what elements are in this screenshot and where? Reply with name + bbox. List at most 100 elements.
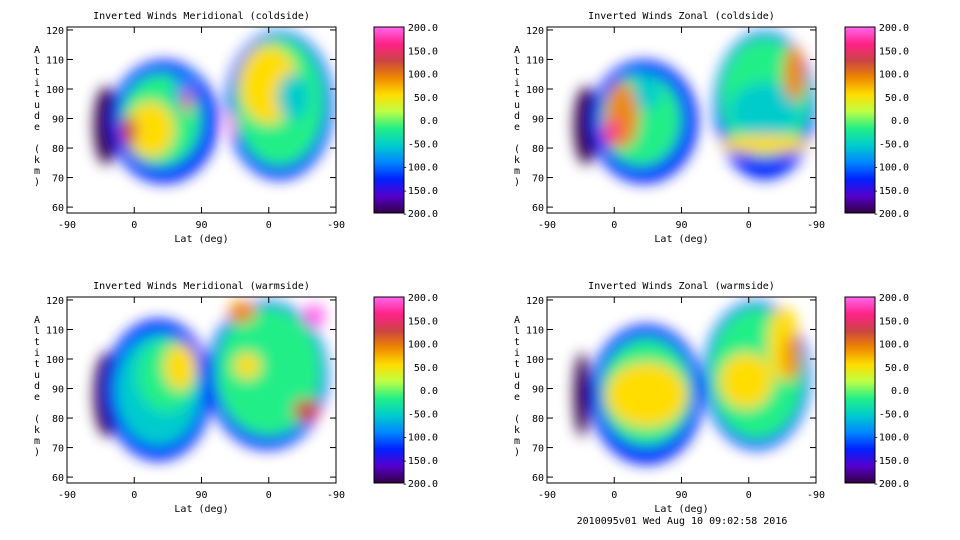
x-tick-label: -90	[538, 220, 556, 231]
colorbar-label: -50.0	[879, 409, 909, 420]
contour-region-9	[292, 399, 320, 422]
x-tick-label: 0	[611, 220, 617, 231]
contour-field	[93, 30, 334, 184]
colorbar-label: 0.0	[420, 386, 438, 397]
x-tick-label: 90	[195, 220, 207, 231]
y-tick-label: 110	[46, 325, 64, 336]
colorbar-label: -100.0	[402, 163, 438, 174]
colorbar-ramp	[373, 26, 405, 214]
panel-1: Inverted Winds Meridional (coldside) 60 70…	[34, 11, 438, 245]
contour-region-10	[228, 300, 256, 324]
colorbar: 200.0 150.0 100.0 50.0 0.0 -50.0 -100.0 -150.0 -…	[373, 293, 438, 490]
x-tick-label: -90	[58, 220, 76, 231]
x-tick-label: 90	[675, 490, 687, 501]
x-axis-label: Lat (deg)	[174, 234, 228, 245]
contour-region-4	[126, 101, 175, 158]
x-tick-label: 0	[746, 220, 752, 231]
colorbar-label: -200.0	[402, 479, 438, 490]
contour-field	[573, 30, 816, 184]
x-tick-label: 90	[195, 490, 207, 501]
contour-region-5	[163, 343, 197, 390]
y-tick-label: 110	[526, 325, 544, 336]
colorbar-label: -150.0	[402, 456, 438, 467]
y-tick-label: 60	[532, 473, 544, 484]
colorbar-label: 150.0	[879, 316, 909, 327]
y-tick-label: 80	[532, 144, 544, 155]
contour-region-10	[719, 134, 811, 154]
colorbar-label: -150.0	[873, 186, 909, 197]
colorbar-label: 200.0	[408, 23, 438, 34]
colorbar-label: -100.0	[402, 433, 438, 444]
x-tick-label: -90	[327, 220, 345, 231]
y-tick-label: 100	[526, 85, 544, 96]
x-tick-label: -90	[327, 490, 345, 501]
colorbar-label: 150.0	[879, 46, 909, 57]
y-tick-label: 80	[52, 414, 64, 425]
x-tick-label: -90	[538, 490, 556, 501]
y-tick-label: 90	[52, 115, 64, 126]
x-tick-label: 90	[675, 220, 687, 231]
contour-region-11	[303, 304, 326, 327]
contour-region-7	[182, 88, 191, 115]
colorbar-label: 200.0	[879, 23, 909, 34]
contour-region-11	[783, 45, 806, 102]
colorbar-ramp	[844, 26, 876, 214]
contour-field	[93, 300, 328, 461]
contour-region-8	[233, 352, 261, 379]
x-tick-label: 0	[746, 490, 752, 501]
y-tick-label: 120	[46, 296, 64, 307]
x-tick-label: -90	[807, 490, 825, 501]
colorbar: 200.0 150.0 100.0 50.0 0.0 -50.0 -100.0 -150.0 -…	[373, 23, 438, 220]
y-tick-label: 70	[532, 174, 544, 185]
colorbar-label: 50.0	[414, 93, 438, 104]
x-tick-label: 0	[131, 220, 137, 231]
colorbar-label: 50.0	[885, 93, 909, 104]
panels: Inverted Winds Meridional (coldside) 60 70…	[34, 11, 909, 515]
y-tick-label: 110	[526, 55, 544, 66]
colorbar-ramp	[844, 296, 876, 484]
x-tick-label: 0	[266, 220, 272, 231]
contour-region-12	[228, 110, 237, 137]
contour-region-1	[573, 352, 591, 437]
y-tick-label: 90	[532, 385, 544, 396]
panel-2: Inverted Winds Zonal (coldside) 60 70 80 90 1…	[514, 11, 909, 245]
x-tick-label: 0	[266, 490, 272, 501]
colorbar-label: 0.0	[891, 116, 909, 127]
x-axis-label: Lat (deg)	[174, 504, 228, 515]
colorbar-label: -50.0	[408, 409, 438, 420]
footer-timestamp: 2010095v01 Wed Aug 10 09:02:58 2016	[577, 516, 788, 527]
colorbar: 200.0 150.0 100.0 50.0 0.0 -50.0 -100.0 -150.0 -…	[844, 293, 909, 490]
contour-region-6	[633, 73, 660, 111]
chart-title: Inverted Winds Meridional (warmside)	[93, 281, 310, 292]
colorbar-label: -200.0	[873, 209, 909, 220]
colorbar-label: 50.0	[414, 363, 438, 374]
colorbar-label: 150.0	[408, 316, 438, 327]
colorbar-label: 0.0	[420, 116, 438, 127]
y-tick-label: 100	[46, 85, 64, 96]
colorbar-label: 50.0	[885, 363, 909, 374]
colorbar-label: -150.0	[402, 186, 438, 197]
x-tick-label: -90	[58, 490, 76, 501]
y-tick-label: 60	[52, 473, 64, 484]
x-axis-label: Lat (deg)	[654, 504, 708, 515]
y-tick-label: 70	[532, 444, 544, 455]
colorbar-label: 100.0	[879, 70, 909, 81]
colorbar: 200.0 150.0 100.0 50.0 0.0 -50.0 -100.0 -150.0 -…	[844, 23, 909, 220]
x-axis-label: Lat (deg)	[654, 234, 708, 245]
y-tick-label: 60	[532, 203, 544, 214]
colorbar-label: -150.0	[873, 456, 909, 467]
colorbar-ramp	[373, 296, 405, 484]
x-tick-label: 0	[611, 490, 617, 501]
contour-region-9	[783, 334, 800, 381]
panel-3: Inverted Winds Meridional (warmside) 60 70…	[34, 281, 438, 515]
y-tick-label: 70	[52, 174, 64, 185]
chart-title: Inverted Winds Zonal (coldside)	[588, 11, 775, 22]
colorbar-label: -200.0	[402, 209, 438, 220]
colorbar-label: 100.0	[879, 340, 909, 351]
y-tick-label: 60	[52, 203, 64, 214]
y-tick-label: 70	[52, 444, 64, 455]
